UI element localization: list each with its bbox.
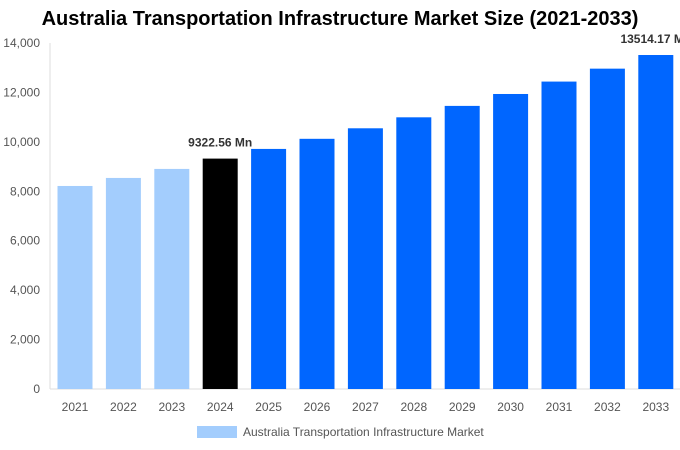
bar-2028	[396, 117, 432, 389]
x-tick-label: 2032	[594, 400, 621, 414]
y-tick-label: 6,000	[10, 234, 40, 248]
y-tick-label: 4,000	[10, 283, 40, 297]
x-tick-label: 2023	[158, 400, 185, 414]
chart-title: Australia Transportation Infrastructure …	[41, 8, 639, 30]
bar-2023	[154, 168, 190, 389]
data-label-2033: 13514.17 Mn	[620, 32, 680, 46]
bar-2031	[541, 81, 577, 389]
legend-label: Australia Transportation Infrastructure …	[243, 425, 484, 439]
y-tick-label: 8,000	[10, 184, 40, 198]
x-tick-label: 2029	[449, 400, 476, 414]
x-tick-label: 2031	[546, 400, 573, 414]
x-tick-label: 2025	[255, 400, 282, 414]
bar-2024	[202, 158, 238, 389]
y-tick-label: 14,000	[3, 36, 40, 50]
bar-2021	[57, 185, 93, 389]
bar-2032	[589, 68, 625, 389]
x-tick-label: 2028	[400, 400, 427, 414]
x-tick-label: 2022	[110, 400, 137, 414]
y-tick-label: 12,000	[3, 85, 40, 99]
y-tick-label: 10,000	[3, 135, 40, 149]
bar-2022	[105, 177, 141, 389]
x-tick-label: 2030	[497, 400, 524, 414]
bar-2033	[638, 55, 674, 389]
bar-2027	[347, 128, 383, 389]
legend-swatch	[197, 426, 237, 438]
x-tick-label: 2026	[304, 400, 331, 414]
bar-2025	[251, 148, 287, 389]
bar-2029	[444, 105, 480, 389]
x-tick-label: 2033	[642, 400, 669, 414]
data-label-2024: 9322.56 Mn	[188, 136, 252, 150]
x-tick-label: 2024	[207, 400, 234, 414]
bar-2030	[493, 93, 529, 390]
x-tick-label: 2021	[62, 400, 89, 414]
y-tick-label: 2,000	[10, 333, 40, 347]
legend: Australia Transportation Infrastructure …	[197, 425, 484, 439]
y-tick-label: 0	[33, 382, 40, 396]
bar-2026	[299, 138, 335, 389]
x-tick-label: 2027	[352, 400, 379, 414]
